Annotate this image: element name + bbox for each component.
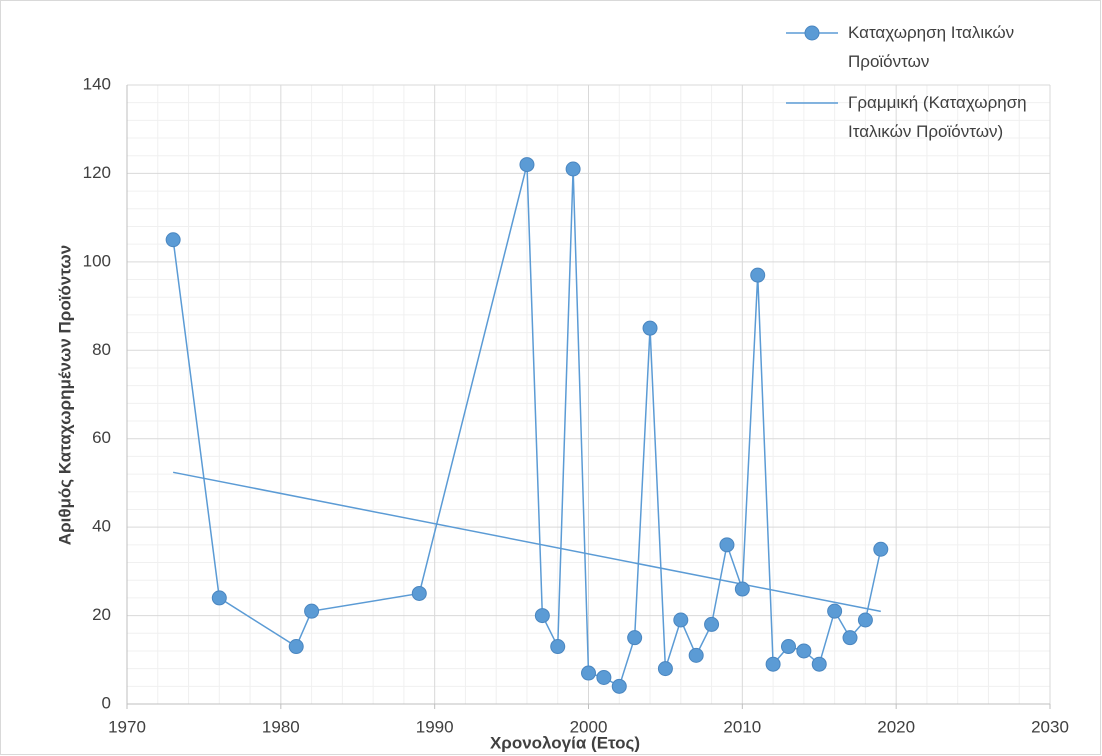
x-tick-label: 1980 <box>262 717 300 736</box>
marker <box>673 612 689 628</box>
marker <box>688 647 704 663</box>
marker <box>704 616 720 632</box>
legend-label: Γραμμική (Καταχωρηση Ιταλικών Προϊόντων) <box>848 93 1027 141</box>
marker <box>811 656 827 672</box>
marker <box>780 639 796 655</box>
marker <box>719 537 735 553</box>
marker <box>642 320 658 336</box>
marker <box>519 157 535 173</box>
marker <box>611 678 627 694</box>
x-tick-label: 2010 <box>723 717 761 736</box>
marker <box>165 232 181 248</box>
marker <box>750 267 766 283</box>
marker <box>796 643 812 659</box>
x-axis-title: Χρονολογία (Ετος) <box>490 733 640 752</box>
trendline <box>173 471 881 613</box>
marker <box>842 630 858 646</box>
y-tick-label: 40 <box>92 517 111 536</box>
y-tick-label: 120 <box>83 163 111 182</box>
x-tick-label: 2030 <box>1031 717 1069 736</box>
marker <box>827 603 843 619</box>
y-tick-label: 60 <box>92 428 111 447</box>
marker <box>627 630 643 646</box>
y-tick-label: 100 <box>83 251 111 270</box>
marker <box>657 661 673 677</box>
legend-label: Καταχωρηση Ιταλικών Προϊόντων <box>848 23 1015 71</box>
grid: 1970 1980 1990 2000 2010 2020 2030 0 20 40 60 80 100… <box>83 74 1069 736</box>
y-tick-label: 20 <box>92 605 111 624</box>
marker <box>534 608 550 624</box>
x-tick-label: 1990 <box>416 717 454 736</box>
marker <box>550 639 566 655</box>
x-tick-label: 1970 <box>108 717 146 736</box>
marker <box>211 590 227 606</box>
marker <box>857 612 873 628</box>
y-tick-label: 80 <box>92 340 111 359</box>
marker <box>288 639 304 655</box>
marker <box>765 656 781 672</box>
marker <box>565 161 581 177</box>
marker <box>304 603 320 619</box>
marker <box>734 581 750 597</box>
legend-swatch <box>804 25 820 41</box>
marker <box>581 665 596 681</box>
y-axis-title: Αριθμός Καταχωρημένων Προϊόντων <box>55 245 74 545</box>
y-tick-label: 0 <box>102 693 111 712</box>
x-tick-label: 2020 <box>877 717 915 736</box>
marker <box>411 585 427 601</box>
marker <box>873 541 889 557</box>
y-tick-label: 140 <box>83 74 111 93</box>
plot <box>165 157 889 694</box>
marker <box>596 669 612 685</box>
x-tick-label: 2000 <box>570 717 608 736</box>
